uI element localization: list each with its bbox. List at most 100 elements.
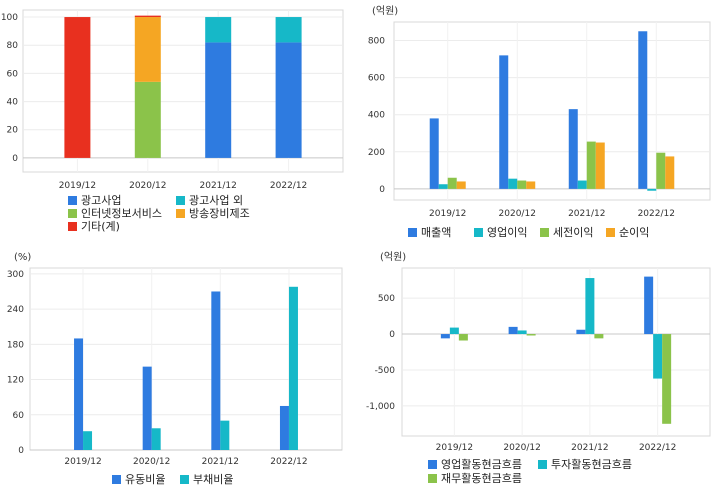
income-x-axis: 2019/12 2020/12 2021/12 2022/12: [429, 209, 675, 219]
bar: [440, 334, 450, 339]
bar: [526, 334, 536, 336]
cashflow-bars: [440, 276, 672, 424]
bar: [211, 291, 221, 450]
y-tick-label: 200: [368, 148, 385, 158]
cashflow-unit-label: (억원): [380, 251, 406, 263]
bar: [595, 142, 605, 189]
y-tick-label: 600: [368, 74, 385, 84]
revenue-mix-bars: [64, 15, 302, 158]
legend-label: 광고사업 외: [189, 194, 243, 207]
legend-swatch: [68, 209, 77, 218]
legend-label: 영업활동현금흐름: [441, 457, 522, 471]
y-tick-label: 180: [7, 340, 24, 350]
bar: [644, 276, 654, 335]
income-legend: 매출액 영업이익 세전이익 순이익: [408, 226, 649, 239]
y-tick-label: -500: [375, 366, 396, 376]
legend-label: 인터넷정보서비스: [81, 207, 162, 220]
bar: [568, 109, 578, 189]
bar: [447, 177, 457, 189]
y-tick-label: 20: [7, 126, 19, 136]
bar: [585, 278, 595, 335]
x-tick-label: 2020/12: [499, 209, 536, 219]
x-tick-label: 2019/12: [64, 457, 101, 467]
x-tick-label: 2022/12: [270, 457, 307, 467]
legend-label: 매출액: [421, 226, 451, 239]
bar: [134, 81, 161, 158]
legend-swatch: [428, 460, 437, 469]
y-tick-label: 0: [389, 330, 395, 340]
legend-swatch: [176, 196, 185, 205]
bar: [526, 181, 536, 189]
bar: [638, 31, 648, 189]
bar: [275, 42, 302, 158]
y-tick-label: 60: [13, 411, 25, 421]
bar: [458, 334, 468, 341]
x-tick-label: 2021/12: [200, 181, 237, 191]
bar: [64, 17, 91, 158]
bar: [456, 181, 466, 189]
legend-label: 세전이익: [553, 226, 593, 239]
y-tick-label: 500: [378, 294, 395, 304]
legend-label: 투자활동현금흐름: [551, 457, 632, 471]
revenue-mix-x-axis: 2019/12 2020/12 2021/12 2022/12: [59, 181, 308, 191]
x-tick-label: 2020/12: [133, 457, 170, 467]
ratio-y-axis: 0 60 120 180 240 300: [7, 270, 24, 456]
legend-label: 유동비율: [125, 473, 165, 486]
ratio-bars: [74, 286, 298, 450]
revenue-mix-chart: 0 20 40 60 80 100 2019/12 2020/12 2021/12 2022/1…: [1, 9, 344, 233]
bar: [665, 156, 675, 189]
y-tick-label: 240: [7, 305, 24, 315]
bar: [662, 334, 672, 424]
legend-swatch: [474, 228, 483, 237]
legend-label: 광고사업: [81, 194, 121, 207]
x-tick-label: 2019/12: [59, 181, 96, 191]
y-tick-label: 0: [379, 185, 385, 195]
legend-label: 재무활동현금흐름: [441, 471, 522, 485]
y-tick-label: 400: [368, 111, 385, 121]
bar: [656, 152, 666, 189]
bar: [499, 55, 509, 189]
legend-swatch: [68, 196, 77, 205]
legend-label: 순이익: [619, 226, 649, 239]
legend-label: 기타(계): [81, 220, 120, 233]
bar: [429, 118, 439, 189]
bar: [586, 141, 596, 189]
x-tick-label: 2022/12: [270, 181, 307, 191]
y-tick-label: 0: [18, 446, 24, 456]
y-tick-label: 60: [7, 69, 19, 79]
x-tick-label: 2019/12: [436, 443, 473, 453]
legend-swatch: [408, 228, 417, 237]
bar: [205, 42, 232, 158]
ratio-x-axis: 2019/12 2020/12 2021/12 2022/12: [64, 457, 307, 467]
legend-label: 방송장비제조: [189, 207, 250, 220]
x-tick-label: 2020/12: [129, 181, 166, 191]
bar: [288, 286, 298, 450]
bar: [594, 334, 604, 339]
x-tick-label: 2019/12: [429, 209, 466, 219]
income-y-axis: 0 200 400 600 800: [368, 37, 385, 195]
x-tick-label: 2021/12: [568, 209, 605, 219]
income-unit-label: (억원): [372, 5, 398, 17]
y-tick-label: 120: [7, 376, 24, 386]
legend-swatch: [112, 475, 121, 484]
bar: [577, 180, 587, 189]
legend-swatch: [180, 475, 189, 484]
bar: [647, 188, 657, 191]
bar: [576, 329, 586, 335]
y-tick-label: 800: [368, 37, 385, 47]
y-tick-label: 0: [12, 154, 18, 164]
legend-swatch: [606, 228, 615, 237]
bar: [220, 420, 230, 450]
bar: [83, 431, 93, 450]
ratio-legend: 유동비율 부채비율: [112, 473, 233, 486]
ratio-unit-label: (%): [14, 252, 31, 263]
legend-swatch: [540, 228, 549, 237]
bar: [142, 366, 152, 450]
revenue-mix-y-axis: 0 20 40 60 80 100: [1, 13, 18, 164]
y-tick-label: 100: [1, 13, 18, 23]
legend-swatch: [428, 474, 437, 483]
bar: [279, 405, 289, 450]
